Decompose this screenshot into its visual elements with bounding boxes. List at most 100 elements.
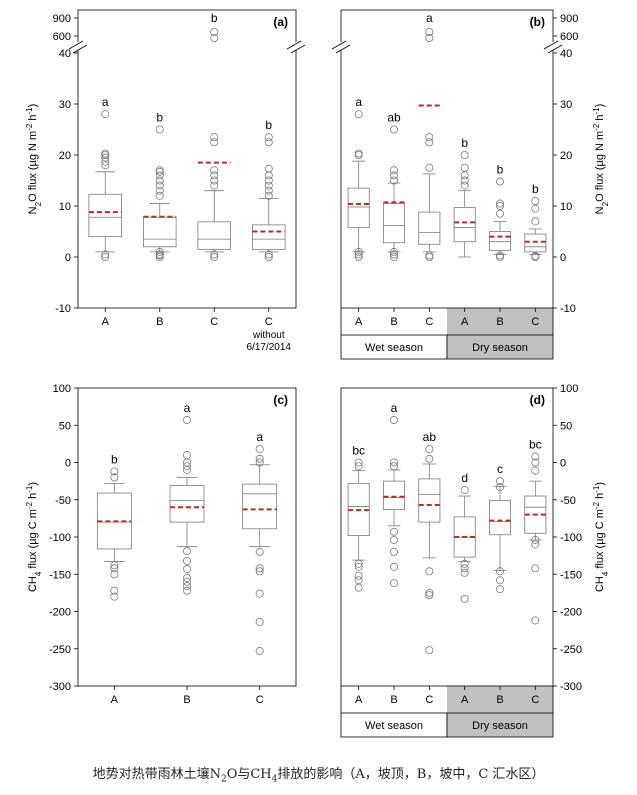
box-iqr — [347, 187, 370, 228]
outlier-point — [110, 592, 119, 601]
y-tick-label: 40 — [59, 48, 71, 60]
outlier-point — [389, 166, 398, 175]
outlier-point — [389, 527, 398, 536]
box-C: a — [242, 430, 278, 655]
outlier-point — [110, 564, 119, 573]
box-iqr — [418, 211, 441, 245]
axis-break-mark — [290, 44, 306, 54]
outlier-point — [210, 176, 219, 185]
caption-sub-n2o: 2 — [220, 774, 227, 785]
wet-season-label: Wet season — [365, 720, 423, 732]
box-A: b — [453, 136, 476, 258]
box-iqr — [169, 485, 205, 523]
plot-frame — [77, 9, 297, 309]
significance-letter: b — [461, 136, 468, 150]
significance-letter: b — [211, 11, 218, 25]
outlier-point — [389, 176, 398, 185]
outlier-point — [155, 125, 164, 134]
x-tick-label: A — [461, 694, 469, 706]
significance-letter: a — [102, 95, 109, 109]
outlier-point — [182, 573, 191, 582]
y-tick-label: 0 — [65, 252, 71, 264]
outlier-point — [495, 209, 504, 218]
box-iqr — [382, 480, 405, 510]
outlier-point — [425, 588, 434, 597]
y-tick-label: 10 — [560, 201, 572, 213]
axis-break-gap — [287, 42, 305, 50]
outlier-point — [110, 570, 119, 579]
y-tick-label: 100 — [560, 383, 578, 395]
outlier-point — [101, 157, 110, 166]
x-tick-label: A — [355, 316, 363, 328]
box-iqr — [453, 207, 476, 243]
box-C: bc — [524, 438, 547, 625]
x-tick-label: A — [111, 694, 119, 706]
outlier-point — [182, 556, 191, 565]
outlier-point-high — [210, 34, 219, 43]
outlier-point — [425, 163, 434, 172]
outlier-point — [531, 217, 540, 226]
outlier-point — [460, 568, 469, 577]
outlier-point — [182, 462, 191, 471]
outlier-point — [182, 451, 191, 460]
y-tick-label: -100 — [49, 532, 71, 544]
outlier-point — [354, 562, 363, 571]
outlier-point — [210, 250, 219, 259]
y-tick-label: 30 — [59, 99, 71, 111]
x-tick-label: B — [156, 316, 163, 328]
outlier-point — [255, 547, 264, 556]
outlier-point — [354, 559, 363, 568]
y-tick-label: 20 — [560, 150, 572, 162]
panel-label: (d) — [530, 393, 545, 407]
outlier-point-high — [425, 34, 434, 43]
outlier-point — [101, 110, 110, 119]
outlier-point — [389, 125, 398, 134]
y-tick-label: -50 — [55, 495, 71, 507]
y-axis-label: CH4 flux (µg C m-2 h-1) — [592, 482, 610, 592]
outlier-point — [182, 582, 191, 591]
axis-break-mark — [335, 44, 351, 54]
y-tick-label: 0 — [560, 252, 566, 264]
box-C: b — [197, 11, 231, 261]
y-tick-label: -10 — [55, 303, 71, 315]
axis-break-mark — [331, 40, 347, 50]
panel-label: (c) — [273, 393, 288, 407]
axis-break-mark — [286, 40, 302, 50]
axis-break-mark — [72, 44, 88, 54]
y-tick-label: -200 — [49, 607, 71, 619]
significance-letter: d — [461, 471, 468, 485]
outlier-point — [155, 250, 164, 259]
box-iqr — [197, 221, 231, 250]
outlier-point — [182, 577, 191, 586]
significance-letter: b — [532, 182, 539, 196]
dry-season-label: Dry season — [472, 342, 528, 354]
x-tick-label: C — [425, 694, 433, 706]
outlier-point — [354, 571, 363, 580]
outlier-point — [210, 133, 219, 142]
x-tick-label: B — [390, 316, 397, 328]
outlier-point — [425, 567, 434, 576]
box-B: ab — [382, 111, 405, 261]
significance-letter: bc — [529, 438, 542, 452]
outlier-point — [155, 186, 164, 195]
outlier-point — [531, 458, 540, 467]
significance-letter: a — [256, 430, 263, 444]
outlier-point — [264, 171, 273, 180]
outlier-point — [255, 617, 264, 626]
outlier-point — [210, 181, 219, 190]
panel-label: (b) — [530, 15, 545, 29]
significance-letter: ab — [423, 430, 437, 444]
plot-frame — [340, 9, 554, 309]
box-C: b — [524, 182, 547, 261]
outlier-point — [460, 150, 469, 159]
outlier-point — [264, 181, 273, 190]
outlier-point — [264, 252, 273, 261]
outlier-point — [495, 177, 504, 186]
x-tick-label: C — [265, 316, 273, 328]
box-iqr — [488, 231, 511, 251]
caption-suffix: 排放的影响（A，坡顶，B，坡中，C 汇水区） — [277, 767, 545, 782]
outlier-point — [531, 540, 540, 549]
dry-season-band — [446, 712, 554, 738]
outlier-point — [155, 247, 164, 256]
outlier-point — [425, 646, 434, 655]
